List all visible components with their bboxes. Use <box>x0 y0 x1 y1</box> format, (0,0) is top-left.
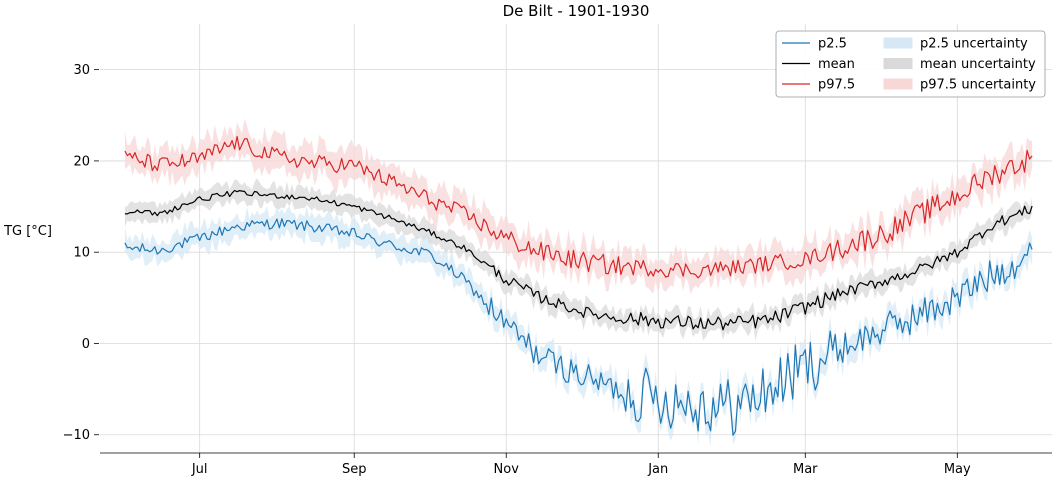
y-tick-label: 30 <box>73 63 90 78</box>
y-axis-label: TG [°C] <box>3 224 52 239</box>
x-tick-label: Nov <box>494 462 520 477</box>
legend-label: mean <box>818 57 855 72</box>
legend: p2.5 p2.5 uncertainty mean mean uncertainty… <box>775 30 1046 98</box>
p2.5-line <box>124 218 1033 436</box>
mean-uncertainty-band <box>124 178 1033 342</box>
legend-band-swatch <box>883 58 913 69</box>
chart-title: De Bilt - 1901-1930 <box>503 2 650 20</box>
axes: −10 0 10 20 30 Jul Sep Nov Jan Mar May <box>63 63 1052 477</box>
p2.5-uncertainty-band <box>124 203 1033 446</box>
x-tick-label: Mar <box>793 462 818 477</box>
uncertainty-bands <box>124 118 1033 446</box>
series-lines <box>124 135 1033 436</box>
p97.5-line <box>124 135 1033 279</box>
legend-label: p2.5 <box>818 37 847 52</box>
p97.5-uncertainty-band <box>124 118 1033 295</box>
y-tick-label: 20 <box>73 154 90 169</box>
legend-label: p97.5 uncertainty <box>920 78 1036 93</box>
y-tick-label: −10 <box>63 428 90 443</box>
x-tick-label: Jul <box>191 462 208 477</box>
legend-label: p2.5 uncertainty <box>920 37 1028 52</box>
legend-label: mean uncertainty <box>920 57 1036 72</box>
y-tick-label: 0 <box>82 337 90 352</box>
x-tick-label: Jan <box>647 462 668 477</box>
legend-band-swatch <box>883 78 913 90</box>
mean-line <box>124 189 1033 331</box>
legend-label: p97.5 <box>818 78 855 93</box>
x-tick-label: May <box>944 462 971 477</box>
legend-band-swatch <box>883 37 913 49</box>
x-tick-label: Sep <box>342 462 367 477</box>
y-tick-label: 10 <box>73 246 90 261</box>
